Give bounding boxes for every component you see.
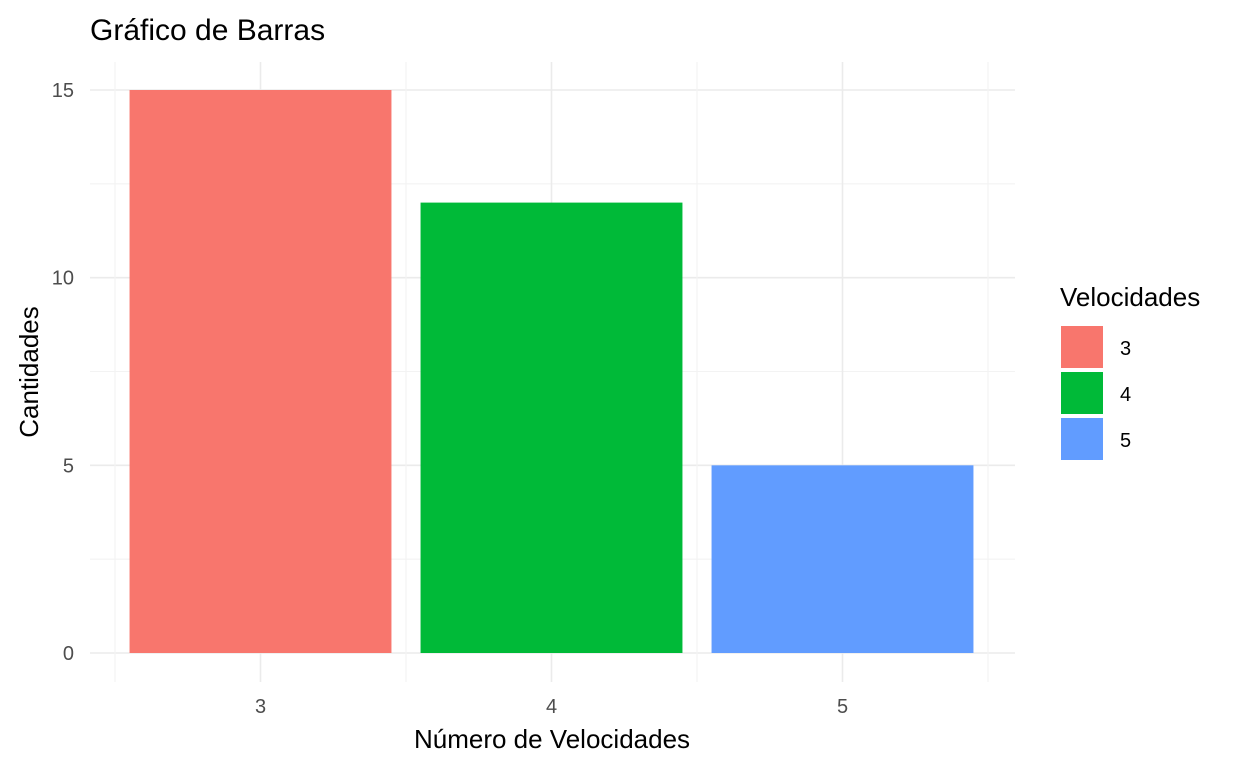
y-tick-label: 15 xyxy=(52,80,74,102)
legend-label-5: 5 xyxy=(1120,430,1131,452)
bar-5 xyxy=(711,465,974,653)
chart-title: Gráfico de Barras xyxy=(90,14,325,47)
y-axis-title: Cantidades xyxy=(14,306,44,438)
x-tick-label: 3 xyxy=(255,696,266,718)
x-tick-labels: 3 4 5 xyxy=(255,696,848,718)
y-tick-label: 0 xyxy=(63,643,74,665)
legend-swatch-5 xyxy=(1061,418,1103,460)
legend-swatch-3 xyxy=(1061,326,1103,368)
legend: Velocidades 3 4 5 xyxy=(1060,282,1200,460)
legend-swatch-4 xyxy=(1061,372,1103,414)
y-tick-labels: 0 5 10 15 xyxy=(52,80,74,665)
x-tick-label: 5 xyxy=(837,696,848,718)
legend-label-4: 4 xyxy=(1120,384,1131,406)
y-tick-label: 5 xyxy=(63,455,74,477)
legend-title: Velocidades xyxy=(1060,282,1200,312)
legend-label-3: 3 xyxy=(1120,338,1131,360)
bar-4 xyxy=(420,202,683,653)
legend-entries: 3 4 5 xyxy=(1061,326,1131,460)
bar-3 xyxy=(129,90,392,653)
y-tick-label: 10 xyxy=(52,268,74,290)
x-axis-title: Número de Velocidades xyxy=(414,724,690,754)
bars-group xyxy=(129,90,974,653)
x-tick-label: 4 xyxy=(546,696,557,718)
